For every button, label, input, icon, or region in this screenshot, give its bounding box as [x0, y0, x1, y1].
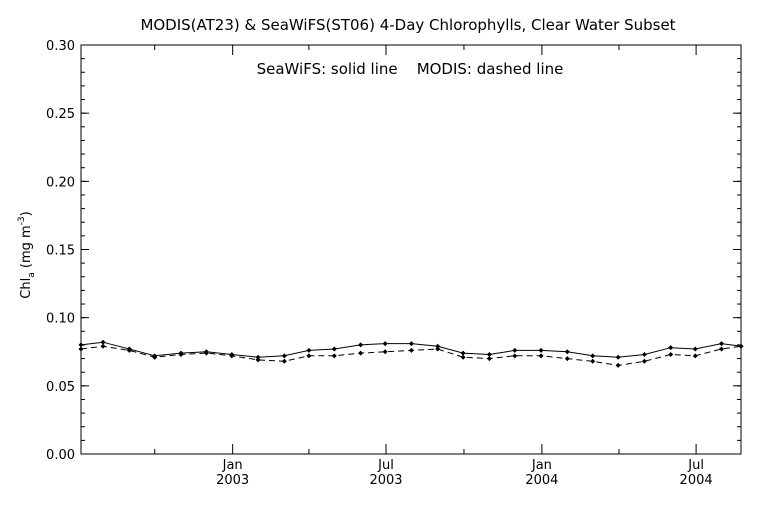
modis-point: [486, 356, 492, 362]
y-tick-label: 0.15: [46, 244, 75, 259]
seawifs-point: [281, 353, 287, 359]
modis-point: [281, 358, 287, 364]
modis-point: [668, 351, 674, 357]
series-layer: [78, 339, 744, 368]
plot-frame: [80, 44, 742, 455]
modis-point: [615, 362, 621, 368]
seawifs-point: [460, 350, 466, 356]
seawifs-point: [331, 346, 337, 352]
modis-point: [152, 354, 158, 360]
x-tick-year: 2003: [216, 473, 249, 488]
modis-point: [692, 353, 698, 359]
y-axis: 0.00 0.05 0.10 0.15 0.20 0.25 0.30: [46, 39, 741, 463]
x-tick-year: 2004: [525, 473, 558, 488]
modis-point: [126, 347, 132, 353]
modis-point: [435, 346, 441, 352]
modis-point: [564, 356, 570, 362]
seawifs-point: [78, 342, 84, 348]
seawifs-point: [615, 354, 621, 360]
modis-point: [590, 358, 596, 364]
x-tick-year: 2003: [369, 473, 402, 488]
x-tick-year: 2004: [680, 473, 713, 488]
svg-text:Chla (mg m-3): Chla (mg m-3): [17, 211, 37, 298]
x-tick-month: Jan: [531, 458, 552, 473]
seawifs-point: [668, 345, 674, 351]
x-tick-month: Jan: [222, 458, 243, 473]
modis-point: [229, 353, 235, 359]
seawifs-point: [255, 354, 261, 360]
y-axis-label: Chla (mg m-3): [17, 211, 37, 298]
seawifs-point: [692, 346, 698, 352]
modis-point: [306, 353, 312, 359]
modis-point: [255, 357, 261, 363]
modis-point: [408, 347, 414, 353]
line-style-annotation: SeaWiFS: solid line MODIS: dashed line: [257, 60, 564, 78]
modis-point: [382, 349, 388, 355]
seawifs-point: [100, 339, 106, 345]
seawifs-point: [512, 347, 518, 353]
modis-point: [100, 343, 106, 349]
seawifs-point: [590, 353, 596, 359]
y-tick-label: 0.25: [46, 107, 75, 122]
seawifs-point: [486, 351, 492, 357]
seawifs-point: [641, 351, 647, 357]
y-tick-label: 0.20: [46, 175, 75, 190]
modis-point: [178, 351, 184, 357]
x-tick-month: Jul: [687, 458, 704, 473]
modis-point: [331, 353, 337, 359]
seawifs-point: [382, 341, 388, 347]
y-tick-label: 0.05: [46, 380, 75, 395]
y-tick-label: 0.00: [46, 448, 75, 463]
modis-point: [719, 346, 725, 352]
seawifs-point: [306, 347, 312, 353]
modis-point: [460, 354, 466, 360]
seawifs-point: [719, 341, 725, 347]
modis-point: [538, 353, 544, 359]
seawifs-point: [408, 341, 414, 347]
modis-point: [203, 350, 209, 356]
modis-point: [78, 346, 84, 352]
seawifs-point: [538, 347, 544, 353]
y-tick-label: 0.30: [46, 39, 75, 54]
modis-point: [738, 343, 744, 349]
chart-title: MODIS(AT23) & SeaWiFS(ST06) 4-Day Chloro…: [140, 16, 675, 34]
modis-point: [641, 358, 647, 364]
x-tick-month: Jul: [377, 458, 394, 473]
modis-point: [358, 350, 364, 356]
y-tick-label: 0.10: [46, 312, 75, 327]
seawifs-point: [564, 349, 570, 355]
modis-point: [512, 353, 518, 359]
seawifs-point: [435, 343, 441, 349]
seawifs-point: [358, 342, 364, 348]
